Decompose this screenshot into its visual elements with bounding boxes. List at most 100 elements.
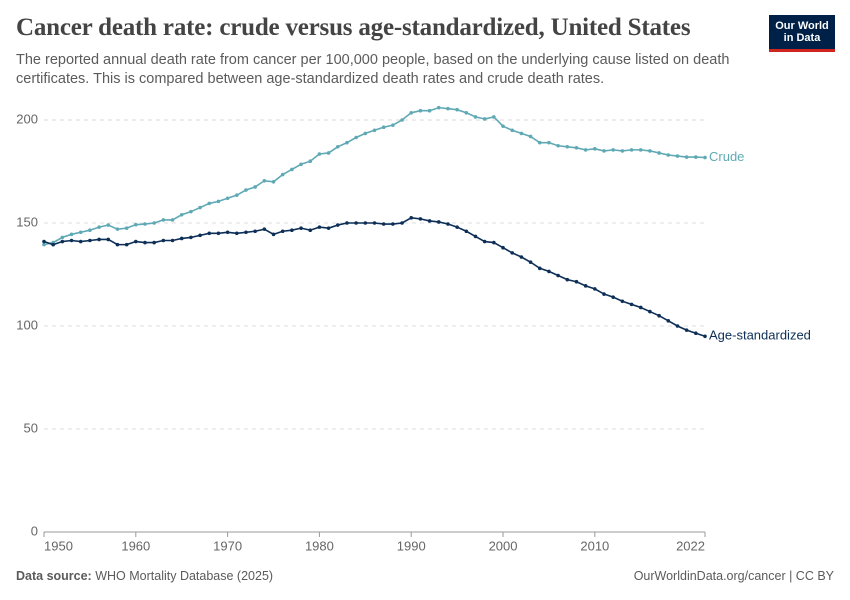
data-point [620,149,625,153]
data-point [106,237,111,242]
data-point [170,238,175,243]
data-point [501,245,505,250]
data-point [537,140,542,145]
data-point [134,222,138,227]
data-point [519,255,524,259]
data-point [694,331,698,336]
data-point [198,233,202,238]
data-point [482,117,487,121]
data-point [537,266,542,271]
source: WHO Mortality Database (2025) [95,569,274,583]
data-point [345,140,349,145]
data-point [391,123,395,127]
logo[interactable]: Our World in Data [769,15,835,52]
x-tick-label: 2022 [676,538,705,553]
data-point [290,228,294,233]
data-point [528,134,533,139]
data-point [335,144,340,149]
data-point [115,242,120,247]
data-point [335,223,340,227]
data-point [134,239,138,244]
data-point [280,229,285,234]
data-point [455,225,459,229]
data-point [648,309,652,314]
data-point [547,269,551,274]
data-point [620,299,625,304]
y-tick-label: 0 [31,523,38,538]
y-tick-label: 150 [16,214,38,229]
data-point [152,221,156,225]
logo-text: Our World [775,20,829,32]
data-point [583,284,588,288]
x-tick-label: 1990 [397,538,426,553]
data-point [308,159,313,163]
source-note: Data source: WHO Mortality Database (202… [16,569,273,583]
data-point [409,216,414,220]
data-point [308,228,313,233]
data-point [198,205,202,210]
data-point [354,221,358,225]
data-point [648,149,652,153]
data-point [161,238,166,243]
data-point [262,178,267,183]
data-point [97,225,101,229]
data-point [565,277,570,282]
data-point [629,148,634,152]
data-point [473,115,478,119]
data-point [60,239,65,244]
data-point [684,328,689,332]
data-point [583,148,588,152]
data-point [207,201,212,206]
data-point [372,128,377,133]
data-point [510,128,515,133]
data-point [216,199,221,204]
data-point [611,148,615,152]
data-point [124,226,129,230]
x-tick-label: 1960 [121,538,150,553]
x-tick-label: 1950 [44,538,73,553]
data-point [244,230,248,235]
data-point [225,196,230,201]
data-point [143,222,147,226]
data-point [299,162,303,167]
data-point [629,302,634,307]
data-point [78,239,83,244]
data-point [703,334,707,339]
data-point [510,251,515,255]
data-point [666,319,671,323]
data-point [78,230,83,235]
data-point [253,185,257,189]
credit[interactable]: OurWorldinData.org/cancer | CC BY [633,569,834,583]
y-tick-label: 200 [16,111,38,126]
data-point [179,212,184,217]
data-point [492,240,496,245]
data-point [446,222,450,226]
data-point [372,221,377,225]
x-tick-label: 2010 [580,538,609,553]
data-point [234,231,239,236]
data-point [189,209,193,214]
data-point [189,235,193,240]
x-tick-label: 1980 [305,538,334,553]
data-point [262,227,267,231]
data-point [556,273,560,278]
data-point [482,239,487,244]
data-point [317,152,322,156]
data-point [675,154,680,158]
data-point [88,228,92,233]
data-point [88,238,92,243]
data-point [657,313,661,318]
data-point [326,226,331,230]
data-point [464,229,469,234]
data-point [427,219,432,223]
data-point [253,229,257,234]
data-point [602,149,606,153]
y-tick-label: 50 [24,420,38,435]
data-point [51,242,55,247]
data-point [280,172,285,177]
data-point [602,292,606,296]
data-point [290,167,294,172]
series-label: Crude [709,149,744,164]
data-point [400,221,404,225]
